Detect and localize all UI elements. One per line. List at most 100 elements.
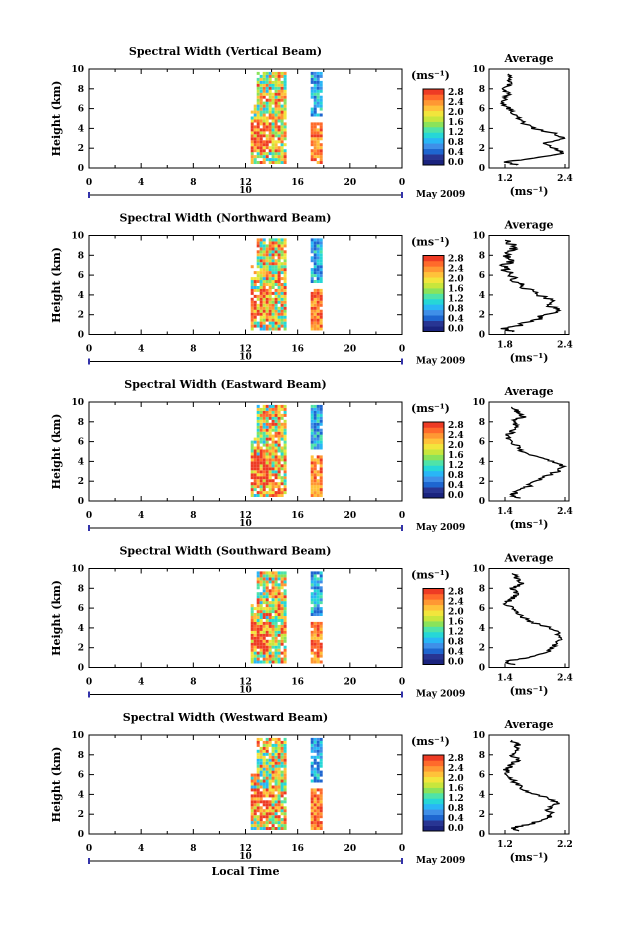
colorbar-tick-label: 0.0 xyxy=(448,824,464,834)
heatmap-cell xyxy=(277,283,281,286)
heatmap-cell xyxy=(310,122,314,126)
heatmap-cell xyxy=(316,155,320,159)
heatmap-cell xyxy=(313,291,317,295)
y-axis-label: Height (km) xyxy=(50,580,63,656)
heatmap-cell xyxy=(316,485,320,489)
heatmap-cell xyxy=(274,404,278,408)
heatmap-cell xyxy=(256,797,260,801)
heatmap-cell xyxy=(277,589,281,593)
heatmap-cell xyxy=(268,134,272,138)
heatmap-cell xyxy=(316,407,320,411)
heatmap-cell xyxy=(271,107,275,111)
heatmap-cell xyxy=(277,268,281,272)
heatmap-cell xyxy=(259,800,263,804)
heatmap-cell xyxy=(271,277,275,281)
x-tick-label: 0 xyxy=(399,178,405,188)
heatmap-cell xyxy=(280,824,284,828)
heatmap-cell xyxy=(256,476,260,480)
heatmap-cell xyxy=(265,446,269,450)
colorbar-tick-label: 1.2 xyxy=(448,794,464,804)
heatmap-cell xyxy=(313,274,317,278)
y-tick-label: 6 xyxy=(78,438,84,448)
heatmap-cell xyxy=(280,651,284,655)
heatmap-cell xyxy=(283,104,287,108)
heatmap-cell xyxy=(319,155,323,159)
heatmap-cell xyxy=(250,128,254,132)
heatmap-cell xyxy=(319,244,323,248)
colorbar-tick-label: 2.4 xyxy=(448,764,464,774)
colorbar-swatch xyxy=(423,89,444,95)
heatmap-cell xyxy=(277,607,281,611)
heatmap-cell xyxy=(313,642,317,646)
heatmap-cell xyxy=(277,755,281,759)
heatmap-cell xyxy=(250,657,254,661)
heatmap-cell xyxy=(319,806,323,810)
heatmap-cell xyxy=(262,86,266,90)
heatmap-cell xyxy=(256,791,260,795)
heatmap-cell xyxy=(283,764,287,768)
heatmap-cell xyxy=(268,410,272,414)
heatmap-cell xyxy=(319,645,323,649)
heatmap-cell xyxy=(277,761,281,765)
heatmap-cell xyxy=(265,306,269,310)
heatmap-cell xyxy=(283,419,287,423)
heatmap-cell xyxy=(265,479,269,483)
heatmap-cell xyxy=(319,146,323,150)
heatmap-cell xyxy=(310,434,314,438)
heatmap-cell xyxy=(316,458,320,462)
heatmap-cell xyxy=(262,71,266,75)
heatmap-cell xyxy=(256,803,260,807)
heatmap-cell xyxy=(271,746,275,750)
heatmap-cell xyxy=(280,324,284,328)
heatmap-cell xyxy=(265,116,269,120)
heatmap-cell xyxy=(271,607,275,611)
heatmap-cell xyxy=(280,149,284,153)
heatmap-cell xyxy=(262,294,266,298)
heatmap-cell xyxy=(259,827,263,830)
heatmap-cell xyxy=(319,794,323,798)
heatmap-cell xyxy=(280,821,284,825)
colorbar-swatch xyxy=(423,776,444,783)
heatmap-cell xyxy=(256,309,260,313)
heatmap-cell xyxy=(313,324,317,328)
heatmap-cell xyxy=(280,812,284,816)
heatmap-cell xyxy=(256,627,260,631)
heatmap-cell xyxy=(277,752,281,756)
heatmap-cell xyxy=(259,309,263,313)
heatmap-cell xyxy=(268,595,272,599)
heatmap-cell xyxy=(313,470,317,474)
panel-title: Spectral Width (Eastward Beam) xyxy=(124,378,326,391)
heatmap-cell xyxy=(280,86,284,90)
heatmap-cell xyxy=(277,746,281,750)
heatmap-cell xyxy=(283,107,287,111)
heatmap-cell xyxy=(265,327,269,331)
heatmap-cell xyxy=(265,812,269,816)
heatmap-cell xyxy=(277,101,281,105)
heatmap-cell xyxy=(280,431,284,435)
heatmap-cell xyxy=(277,309,281,313)
heatmap-cell xyxy=(310,651,314,655)
colorbar-swatch xyxy=(423,782,444,788)
heatmap-cell xyxy=(265,407,269,411)
heatmap-cell xyxy=(319,83,323,87)
colorbar-swatch xyxy=(423,787,444,794)
heatmap-cell xyxy=(319,571,323,575)
heatmap-cell xyxy=(319,651,323,655)
heatmap-cell xyxy=(250,476,254,480)
heatmap-cell xyxy=(283,758,287,762)
heatmap-cell xyxy=(283,645,287,649)
plot-frame xyxy=(88,568,403,668)
heatmap-cell xyxy=(310,595,314,599)
heatmap-cell xyxy=(271,286,275,289)
colorbar-frame xyxy=(422,88,445,166)
heatmap-cell xyxy=(256,782,260,786)
heatmap-cell xyxy=(262,92,266,96)
heatmap-cell xyxy=(268,238,272,242)
heatmap-cell xyxy=(313,607,317,611)
heatmap-cell xyxy=(274,161,278,164)
heatmap-cell xyxy=(259,654,263,658)
heatmap-cell xyxy=(250,619,254,622)
heatmap-cell xyxy=(283,410,287,414)
heatmap-cell xyxy=(280,574,284,578)
heatmap-cell xyxy=(274,247,278,251)
